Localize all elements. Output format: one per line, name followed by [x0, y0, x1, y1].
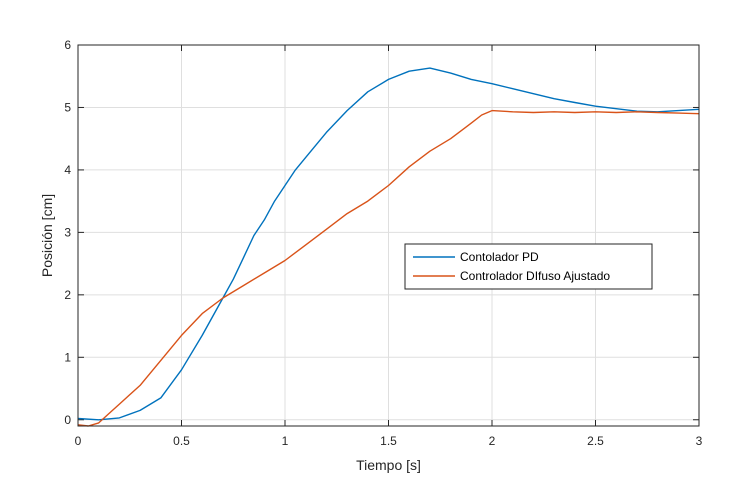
- x-axis-label: Tiempo [s]: [356, 457, 421, 473]
- series-line-fuzzy: [77, 109, 700, 427]
- x-tick-label: 1.5: [380, 434, 397, 448]
- x-tick-label: 2.5: [587, 434, 604, 448]
- y-tick-label: 2: [64, 288, 71, 302]
- y-tick-label: 0: [64, 413, 71, 427]
- y-axis-label: Posición [cm]: [39, 194, 55, 277]
- x-tick-label: 0.5: [173, 434, 190, 448]
- x-tick-label: 1: [282, 434, 289, 448]
- y-tick-label: 6: [64, 38, 71, 52]
- x-tick-label: 2: [489, 434, 496, 448]
- y-tick-label: 3: [64, 225, 71, 239]
- plot-frame: [77, 44, 700, 427]
- y-axis-ticks: 0 1 2 3 4 5 6: [64, 38, 699, 427]
- y-tick-label: 4: [64, 163, 71, 177]
- series-layer: [77, 67, 700, 427]
- x-tick-label: 0: [75, 434, 82, 448]
- legend-label-pd: Contolador PD: [460, 250, 539, 264]
- series-line-pd: [77, 67, 700, 421]
- legend-box: [404, 243, 653, 290]
- legend: Contolador PD Controlador DIfuso Ajustad…: [404, 243, 653, 290]
- y-tick-label: 1: [64, 350, 71, 364]
- y-tick-label: 5: [64, 100, 71, 114]
- legend-label-fuzzy: Controlador DIfuso Ajustado: [460, 269, 610, 283]
- x-tick-label: 3: [696, 434, 703, 448]
